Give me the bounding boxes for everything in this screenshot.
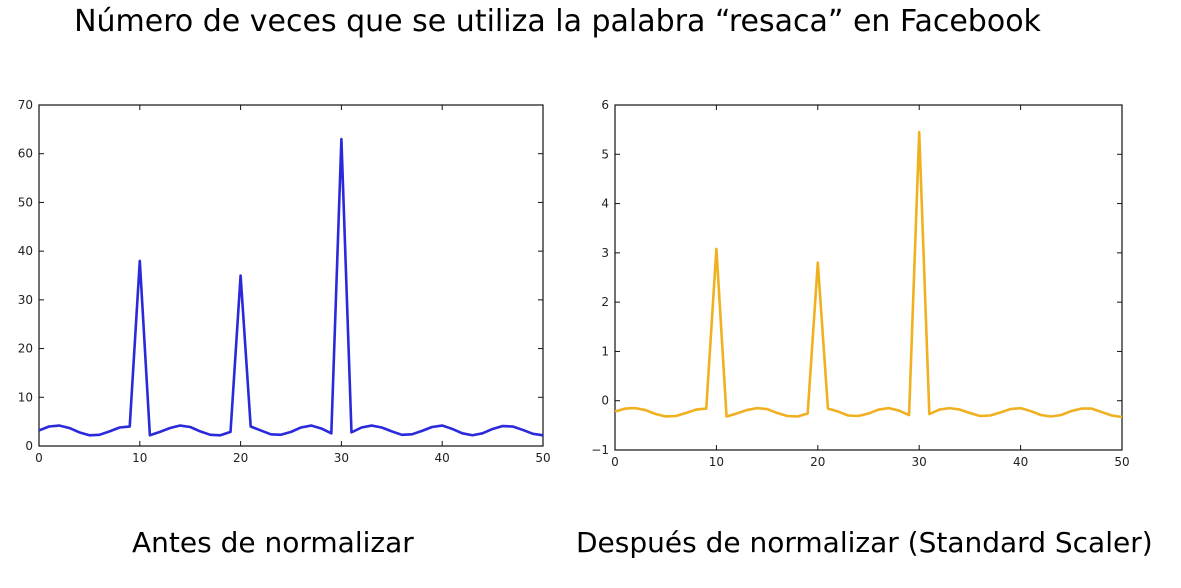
chart-after-normalization: −1 0 1 2 3 4 5 6 0 10 20 30 40 50 <box>588 92 1168 487</box>
before-ytick-label: 20 <box>18 342 33 356</box>
before-ytick-label: 60 <box>18 147 33 161</box>
before-xtick-label: 30 <box>334 451 349 465</box>
chart-before-normalization-svg: 0 10 20 30 40 50 60 70 0 10 20 30 40 50 <box>18 98 551 465</box>
after-ytick-label: 4 <box>601 197 609 211</box>
figure-title: Número de veces que se utiliza la palabr… <box>74 4 1041 39</box>
after-ytick-label: 5 <box>601 147 609 161</box>
after-xtick-label: 30 <box>912 455 927 469</box>
before-ytick-label: 10 <box>18 390 33 404</box>
caption-before-normalization: Antes de normalizar <box>132 526 414 559</box>
before-xtick-label: 50 <box>535 451 550 465</box>
after-series-line-0 <box>614 130 1123 419</box>
caption-after-normalization: Después de normalizar (Standard Scaler) <box>576 526 1153 559</box>
after-ytick-label: 3 <box>601 246 609 260</box>
before-ytick-label: 0 <box>25 439 33 453</box>
before-xtick-label: 40 <box>435 451 450 465</box>
after-ytick-label: 1 <box>601 344 609 358</box>
after-xtick-label: 0 <box>611 455 619 469</box>
before-xtick-label: 20 <box>233 451 248 465</box>
before-series-line-0 <box>38 137 544 437</box>
before-ytick-label: 50 <box>18 195 33 209</box>
after-ytick-label: −1 <box>591 443 609 457</box>
after-xtick-label: 40 <box>1013 455 1028 469</box>
after-ytick-label: 6 <box>601 98 609 112</box>
after-xtick-label: 50 <box>1114 455 1129 469</box>
after-ytick-label: 2 <box>601 295 609 309</box>
after-xtick-label: 10 <box>709 455 724 469</box>
before-ytick-label: 30 <box>18 293 33 307</box>
after-xtick-label: 20 <box>810 455 825 469</box>
chart-before-normalization: 0 10 20 30 40 50 60 70 0 10 20 30 40 50 <box>0 92 580 487</box>
after-plot-frame <box>614 104 1123 451</box>
before-ytick-label: 70 <box>18 98 33 112</box>
before-ytick-label: 40 <box>18 244 33 258</box>
after-ytick-label: 0 <box>601 394 609 408</box>
before-xtick-label: 10 <box>132 451 147 465</box>
before-xtick-label: 0 <box>35 451 43 465</box>
before-plot-frame <box>38 104 544 447</box>
